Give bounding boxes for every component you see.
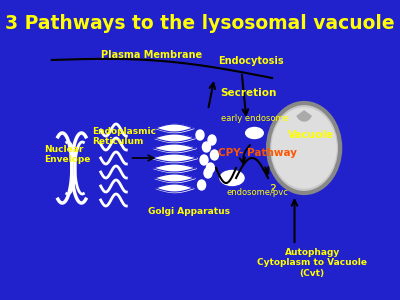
Text: Secretion: Secretion bbox=[220, 88, 276, 98]
Text: Endocytosis: Endocytosis bbox=[218, 56, 283, 66]
Text: ?: ? bbox=[269, 183, 275, 196]
Text: early endosome: early endosome bbox=[220, 114, 288, 123]
Text: Autophagy
Cytoplasm to Vacuole
(Cvt): Autophagy Cytoplasm to Vacuole (Cvt) bbox=[257, 248, 367, 278]
Circle shape bbox=[206, 163, 214, 173]
Text: Nuclear
Envelope: Nuclear Envelope bbox=[44, 145, 90, 164]
Text: Golgi Apparatus: Golgi Apparatus bbox=[148, 207, 230, 216]
Text: Endoplasmic
Reticulum: Endoplasmic Reticulum bbox=[92, 127, 156, 146]
Wedge shape bbox=[297, 111, 311, 121]
Text: endosome/pvc: endosome/pvc bbox=[226, 188, 288, 197]
Circle shape bbox=[202, 142, 210, 152]
Text: Vacuole: Vacuole bbox=[288, 130, 334, 140]
Circle shape bbox=[210, 150, 218, 160]
Circle shape bbox=[204, 168, 212, 178]
Circle shape bbox=[272, 108, 336, 188]
Circle shape bbox=[200, 155, 208, 165]
Circle shape bbox=[268, 103, 340, 193]
Circle shape bbox=[198, 180, 206, 190]
Circle shape bbox=[196, 130, 204, 140]
Ellipse shape bbox=[220, 170, 244, 185]
Text: CPY- Pathway: CPY- Pathway bbox=[218, 148, 297, 158]
Text: 3 Pathways to the lysosomal vacuole: 3 Pathways to the lysosomal vacuole bbox=[5, 14, 395, 33]
Circle shape bbox=[208, 135, 216, 145]
Ellipse shape bbox=[246, 128, 263, 139]
Text: Plasma Membrane: Plasma Membrane bbox=[101, 50, 202, 60]
